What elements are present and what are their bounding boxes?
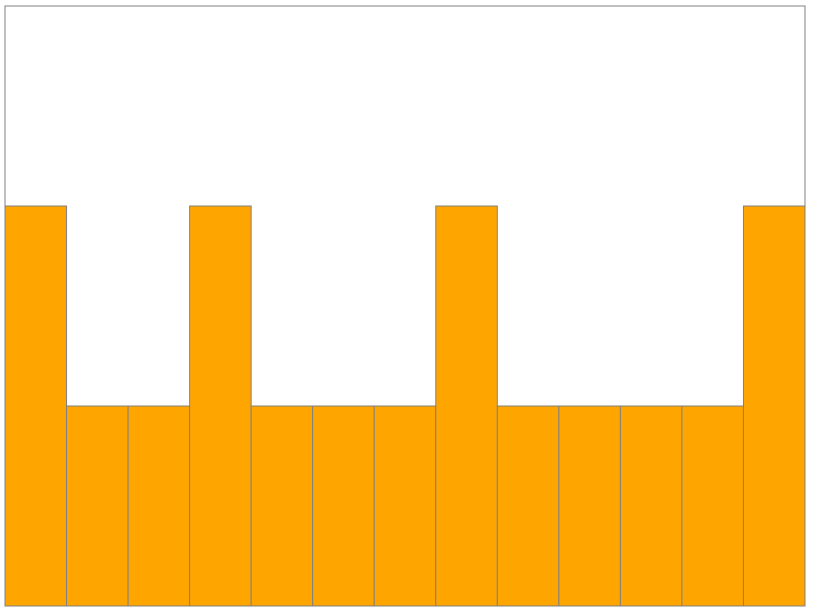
bar-7 — [373, 405, 437, 607]
bar-10 — [558, 405, 621, 607]
bar-11 — [619, 405, 683, 607]
bar-8 — [435, 205, 498, 607]
bars-group — [4, 205, 806, 607]
bar-1 — [4, 205, 68, 607]
bar-5 — [250, 405, 314, 607]
bar-12 — [681, 405, 744, 607]
bar-3 — [127, 405, 191, 607]
bar-2 — [66, 405, 129, 607]
bar-13 — [742, 205, 806, 607]
bar-9 — [496, 405, 560, 607]
bar-4 — [189, 205, 252, 607]
bar-6 — [312, 405, 375, 607]
